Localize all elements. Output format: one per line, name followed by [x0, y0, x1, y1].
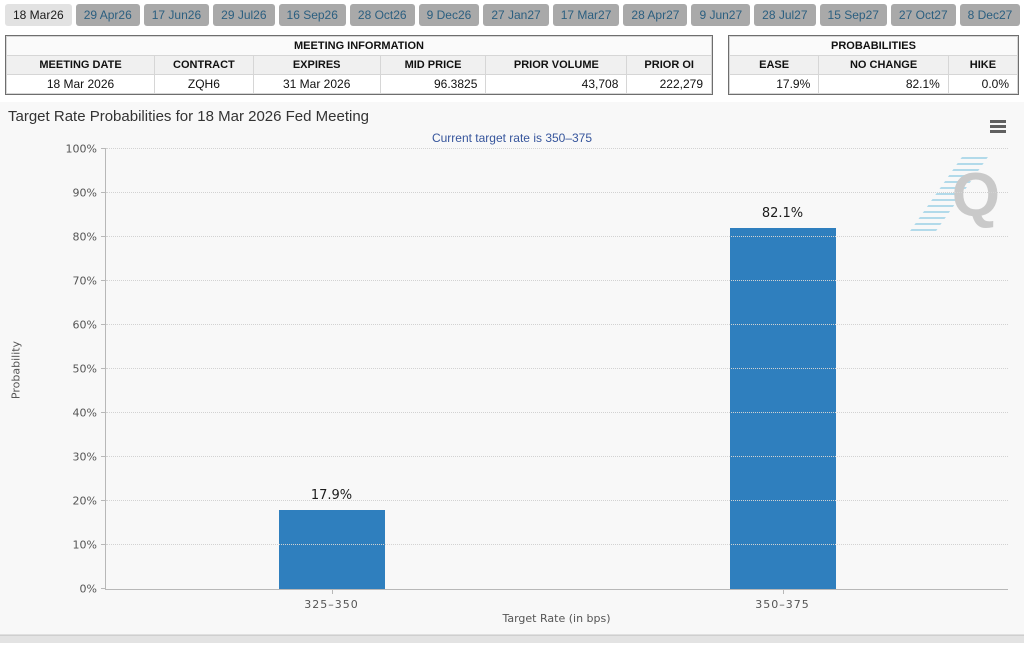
- hamburger-icon: [990, 119, 1006, 123]
- gridline: [106, 148, 1008, 149]
- y-axis-tick: [101, 544, 106, 545]
- chart-context-menu-button[interactable]: [985, 115, 1011, 137]
- column-header: HIKE: [947, 55, 1019, 75]
- meeting-tab-29-apr26[interactable]: 29 Apr26: [75, 4, 140, 26]
- y-axis-tick: [101, 588, 106, 589]
- meeting-tab-29-jul26[interactable]: 29 Jul26: [213, 4, 275, 26]
- y-axis-label: 30%: [72, 450, 97, 464]
- probabilities-table-wrap: PROBABILITIES EASE NO CHANGE HIKE 17.9% 82.1%…: [728, 35, 1019, 95]
- y-axis-label: 100%: [65, 142, 97, 156]
- y-axis-tick: [101, 236, 106, 237]
- table-cell: 222,279: [626, 74, 712, 94]
- category-slot: 17.9% 325–350: [106, 149, 557, 611]
- bar-data-label: 82.1%: [761, 205, 804, 221]
- y-axis-label: 60%: [72, 318, 97, 332]
- x-axis-tick: [782, 589, 784, 594]
- gridline: [106, 500, 1008, 501]
- meeting-tab-28-oct26[interactable]: 28 Oct26: [349, 4, 415, 26]
- y-axis-label: 10%: [72, 538, 97, 552]
- x-axis-category-label: 325–350: [304, 598, 359, 611]
- y-axis-tick: [101, 500, 106, 501]
- y-axis-label: 50%: [72, 362, 97, 376]
- y-axis-tick: [101, 280, 106, 281]
- chart-panel: Target Rate Probabilities for 18 Mar 202…: [0, 102, 1024, 635]
- probabilities-table: PROBABILITIES EASE NO CHANGE HIKE 17.9% 82.1%…: [728, 36, 1019, 94]
- meeting-tab-18-mar26[interactable]: 18 Mar26: [5, 4, 72, 26]
- chart-subtitle: Current target rate is 350–375: [431, 131, 593, 145]
- y-axis-label: 80%: [72, 230, 97, 244]
- y-axis-label: 70%: [72, 274, 97, 288]
- gridline: [106, 280, 1008, 281]
- column-header: CONTRACT: [154, 55, 254, 75]
- table-row: 17.9% 82.1% 0.0%: [728, 74, 1019, 94]
- meeting-tab-28-jul27[interactable]: 28 Jul27: [754, 4, 816, 26]
- table-row: 18 Mar 2026 ZQH6 31 Mar 2026 96.3825 43,708 2…: [5, 74, 712, 94]
- meeting-tab-8-dec27[interactable]: 8 Dec27: [959, 4, 1021, 26]
- y-axis-label: 40%: [72, 406, 97, 420]
- meeting-tab-27-jan27[interactable]: 27 Jan27: [483, 4, 549, 26]
- y-axis-label: 90%: [72, 186, 97, 200]
- probability-bar[interactable]: [729, 227, 836, 589]
- y-axis-tick: [101, 456, 106, 457]
- y-axis-label: 20%: [72, 494, 97, 508]
- meeting-info-table: MEETING INFORMATION MEETING DATE CONTRACT E…: [5, 36, 712, 94]
- hamburger-icon: [990, 129, 1006, 133]
- meeting-tab-28-apr27[interactable]: 28 Apr27: [623, 4, 688, 26]
- meeting-tab-17-mar27[interactable]: 17 Mar27: [552, 4, 620, 26]
- x-axis-category-label: 350–375: [755, 598, 810, 611]
- table-cell: 17.9%: [728, 74, 820, 94]
- meeting-tab-bar: 18 Mar26 29 Apr26 17 Jun26 29 Jul26 16 Sep26…: [0, 0, 1024, 30]
- y-axis-tick: [101, 148, 106, 149]
- table-cell: 0.0%: [947, 74, 1019, 94]
- gridline: [106, 192, 1008, 193]
- bar-data-label: 17.9%: [310, 488, 353, 504]
- y-axis-label: 0%: [79, 582, 97, 596]
- gridline: [106, 544, 1008, 545]
- x-axis-tick: [331, 589, 333, 594]
- gridline: [106, 368, 1008, 369]
- plot-area: Q 17.9% 325–350 82.1% 350–375 0% 10% 20% 30% 40…: [66, 143, 1008, 611]
- category-slot: 82.1% 350–375: [557, 149, 1008, 611]
- column-header: MID PRICE: [379, 55, 487, 75]
- meeting-tab-9-dec26[interactable]: 9 Dec26: [418, 4, 480, 26]
- probability-bar[interactable]: [278, 510, 385, 589]
- gridline: [106, 324, 1008, 325]
- hamburger-icon: [990, 124, 1006, 128]
- table-cell: 82.1%: [818, 74, 949, 94]
- y-axis-tick: [101, 368, 106, 369]
- y-axis-title: Probability: [9, 340, 23, 400]
- chart-title: Target Rate Probabilities for 18 Mar 202…: [8, 108, 370, 125]
- gridline: [106, 236, 1008, 237]
- page-bottom-strip: [0, 635, 1024, 643]
- meeting-tab-27-oct27[interactable]: 27 Oct27: [890, 4, 956, 26]
- meeting-tab-15-sep27[interactable]: 15 Sep27: [819, 4, 887, 26]
- y-axis-tick: [101, 192, 106, 193]
- bar-slots: 17.9% 325–350 82.1% 350–375: [106, 149, 1008, 611]
- x-axis-title: Target Rate (in bps): [502, 612, 611, 625]
- table-cell: ZQH6: [154, 74, 254, 94]
- column-header: EASE: [728, 55, 820, 75]
- column-header: PRIOR VOLUME: [485, 55, 628, 75]
- y-axis-tick: [101, 324, 106, 325]
- meeting-tab-17-jun26[interactable]: 17 Jun26: [143, 4, 210, 26]
- gridline: [106, 412, 1008, 413]
- table-cell: 96.3825: [379, 74, 487, 94]
- table-title: MEETING INFORMATION: [6, 36, 712, 56]
- table-cell: 43,708: [485, 74, 628, 94]
- meeting-tab-16-sep26[interactable]: 16 Sep26: [278, 4, 346, 26]
- column-header: PRIOR OI: [626, 55, 712, 75]
- table-cell: 18 Mar 2026: [5, 74, 156, 94]
- column-header: EXPIRES: [252, 55, 381, 75]
- y-axis-tick: [101, 412, 106, 413]
- table-title: PROBABILITIES: [729, 36, 1018, 56]
- table-cell: 31 Mar 2026: [252, 74, 381, 94]
- gridline: [106, 456, 1008, 457]
- meeting-tab-9-jun27[interactable]: 9 Jun27: [691, 4, 751, 26]
- column-header: MEETING DATE: [5, 55, 156, 75]
- column-header: NO CHANGE: [818, 55, 949, 75]
- tables-row: MEETING INFORMATION MEETING DATE CONTRACT E…: [5, 35, 1019, 95]
- meeting-info-table-wrap: MEETING INFORMATION MEETING DATE CONTRACT E…: [5, 35, 713, 95]
